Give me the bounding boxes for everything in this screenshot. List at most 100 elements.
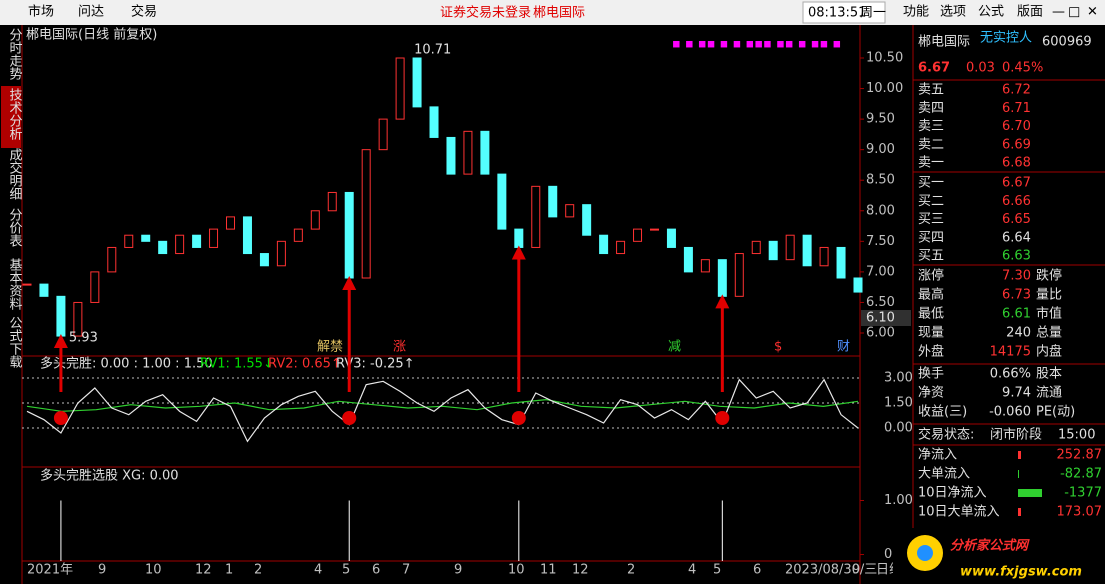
x-tick-label: 5 (713, 563, 721, 578)
ask-label: 卖一 (918, 156, 944, 171)
stat-value: -0.060 (989, 405, 1031, 420)
x-tick-label: 4 (688, 563, 696, 578)
x-tick-label: 2023/08/30/三 (785, 563, 877, 578)
candle (497, 173, 507, 230)
candle (565, 204, 575, 218)
clock-time: 08:13:51 (808, 6, 866, 21)
candle (56, 295, 66, 337)
bid-price: 6.66 (1002, 194, 1031, 209)
flow-bar (1018, 451, 1021, 459)
watermark-title: 分析家公式网 (950, 538, 1030, 554)
menu-item[interactable]: 问达 (78, 5, 104, 20)
side-tab[interactable]: 技术分析 (7, 88, 23, 140)
stat-label: 净资 (918, 386, 944, 401)
candle (276, 240, 286, 267)
stat-label: 最高 (918, 287, 944, 303)
menu-item[interactable]: 公式 (978, 5, 1004, 20)
watermark-logo-inner (917, 545, 933, 561)
candle (649, 228, 659, 231)
quote-price: 6.67 (918, 61, 950, 76)
window-button[interactable]: □ (1068, 5, 1080, 20)
quote-code: 600969 (1042, 35, 1092, 50)
ask-label: 卖五 (918, 83, 944, 98)
flow-bar (1018, 470, 1019, 478)
menu-item[interactable]: 选项 (940, 5, 966, 20)
y-tick-label: 10.50 (866, 51, 903, 66)
candle (242, 216, 252, 255)
bid-label: 买二 (918, 194, 944, 209)
candle (785, 234, 795, 261)
stat-label: 流通 (1036, 386, 1062, 401)
stat-label: 股本 (1036, 367, 1062, 382)
low-label: 5.93 (69, 331, 98, 346)
side-tab[interactable]: 分价表 (7, 208, 23, 247)
candle (395, 57, 405, 120)
ask-price: 6.70 (1002, 119, 1031, 134)
watermark-url: www.fxjgsw.com (960, 565, 1082, 580)
menu-stock-name: 郴电国际 (533, 6, 585, 21)
indicator-rv: RV2: 0.65↑ (268, 357, 342, 372)
stat-value: 0.66% (990, 367, 1031, 382)
flow-value: 252.87 (1057, 448, 1103, 463)
y-tick-label: 7.50 (866, 234, 895, 249)
side-tab[interactable]: 基本资料 (7, 258, 23, 310)
stat-label: 涨停 (918, 268, 944, 284)
flow-label: 净流入 (918, 448, 957, 463)
side-tab[interactable]: 公式下载 (7, 316, 23, 369)
x-tick-label: 12 (572, 563, 589, 578)
bid-label: 买三 (918, 212, 944, 227)
menu-item[interactable]: 功能 (903, 5, 929, 20)
candle (802, 234, 812, 267)
y-tick-label: 8.50 (866, 173, 895, 188)
flow-label: 大单流入 (918, 467, 970, 482)
menu-item[interactable]: 版面 (1017, 5, 1043, 20)
menu-item[interactable]: 交易 (131, 4, 157, 20)
stat-label: 外盘 (918, 344, 944, 360)
x-tick-label: 6 (753, 563, 761, 578)
candle (683, 246, 693, 273)
side-tab[interactable]: 成交明细 (7, 148, 23, 200)
candle (22, 283, 32, 286)
candle (548, 185, 558, 218)
candle (531, 185, 541, 248)
candle (90, 271, 100, 303)
quote-change: 0.03 (966, 61, 995, 76)
window-button[interactable]: ✕ (1087, 5, 1098, 20)
stat-value: 9.74 (1002, 386, 1031, 401)
current-price-box (861, 310, 911, 326)
candle (310, 210, 320, 230)
stat-label: 现量 (918, 326, 944, 341)
x-tick-label: 10 (508, 563, 525, 578)
candle (293, 228, 303, 242)
candle (446, 136, 456, 175)
signal-dot (342, 411, 357, 425)
stat-label: 内盘 (1036, 344, 1062, 360)
bid-label: 买四 (918, 230, 944, 245)
stat-value: 14175 (990, 345, 1031, 360)
side-tab[interactable]: 分时走势 (7, 28, 23, 81)
x-tick-label: 9 (852, 563, 860, 578)
signal-dot (511, 411, 526, 425)
candle (514, 228, 524, 248)
candle (124, 234, 134, 248)
event-label: 解禁 (317, 340, 343, 355)
window-button[interactable]: — (1052, 5, 1065, 20)
high-label: 10.71 (414, 43, 451, 58)
signal-dot (53, 411, 68, 425)
bid-price: 6.64 (1002, 230, 1031, 245)
candle (39, 283, 49, 297)
stat-label: 市值 (1036, 306, 1062, 322)
event-label: $ (774, 340, 782, 355)
signal-dot (715, 411, 730, 425)
candle (853, 277, 863, 293)
candle (768, 240, 778, 261)
stat-label: 最低 (918, 307, 944, 322)
candle (734, 253, 744, 297)
candle (751, 240, 761, 255)
quote-pct: 0.45% (1002, 61, 1043, 76)
signal-arrow-head (53, 334, 68, 349)
x-tick-label: 2 (627, 563, 635, 578)
menu-item[interactable]: 市场 (28, 4, 54, 20)
flow-value: -82.87 (1060, 467, 1102, 482)
flow-value: -1377 (1064, 486, 1102, 501)
